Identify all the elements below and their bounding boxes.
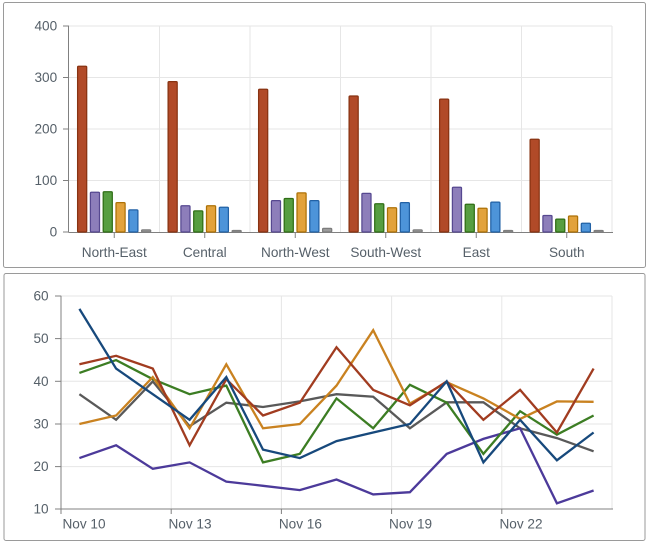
svg-text:60: 60 bbox=[33, 289, 49, 304]
svg-text:Nov 22: Nov 22 bbox=[499, 517, 542, 532]
svg-text:South: South bbox=[549, 245, 585, 260]
svg-text:100: 100 bbox=[35, 173, 58, 188]
svg-text:East: East bbox=[463, 245, 490, 260]
svg-text:20: 20 bbox=[33, 459, 49, 474]
svg-text:40: 40 bbox=[33, 374, 49, 389]
svg-text:300: 300 bbox=[35, 70, 58, 85]
svg-text:0: 0 bbox=[50, 225, 58, 240]
svg-text:30: 30 bbox=[33, 417, 49, 432]
svg-text:North-West: North-West bbox=[261, 245, 330, 260]
svg-text:Nov 10: Nov 10 bbox=[62, 517, 106, 532]
svg-text:200: 200 bbox=[35, 122, 58, 137]
svg-text:400: 400 bbox=[35, 19, 58, 34]
svg-text:Nov 16: Nov 16 bbox=[279, 517, 322, 532]
svg-text:South-West: South-West bbox=[350, 245, 421, 260]
svg-text:10: 10 bbox=[33, 502, 49, 517]
svg-text:Nov 13: Nov 13 bbox=[168, 517, 211, 532]
svg-text:Nov 19: Nov 19 bbox=[389, 517, 432, 532]
svg-text:North-East: North-East bbox=[82, 245, 147, 260]
svg-text:Central: Central bbox=[183, 245, 227, 260]
svg-text:50: 50 bbox=[33, 331, 49, 346]
